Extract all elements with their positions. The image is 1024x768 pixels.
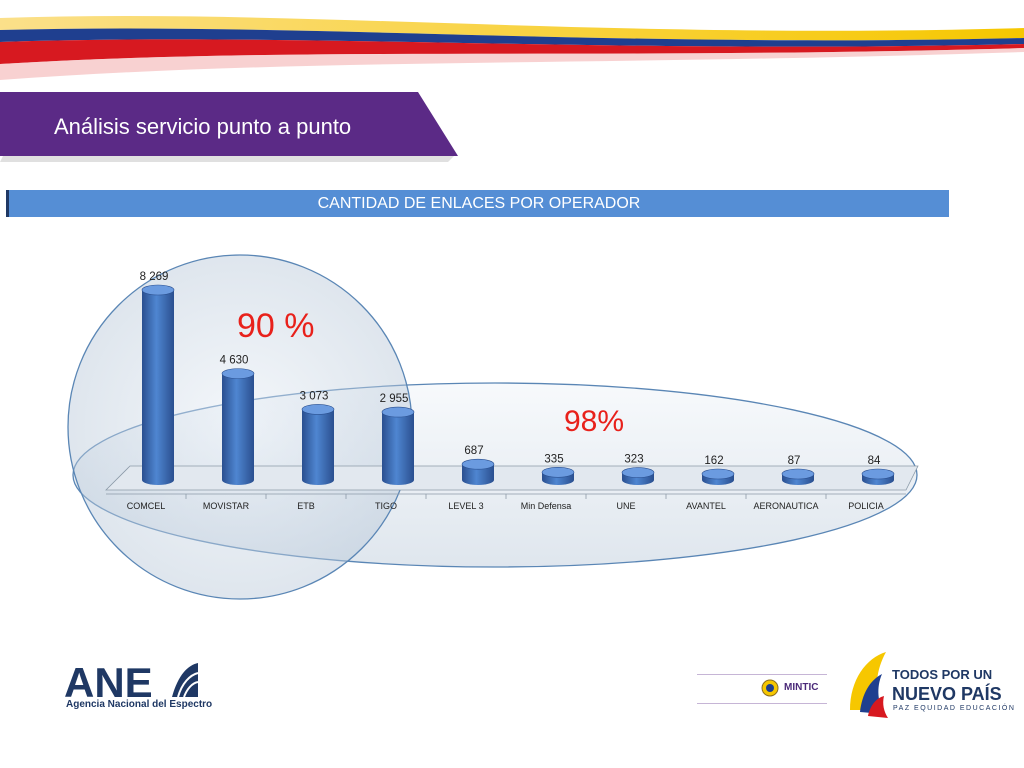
campaign-line1: TODOS POR UN: [892, 667, 993, 682]
nuevo-pais-flag-icon: [850, 652, 888, 718]
bar: [781, 468, 815, 485]
bar: [141, 284, 175, 485]
x-tick-label: LEVEL 3: [448, 501, 483, 511]
slide-title: Análisis servicio punto a punto: [54, 114, 352, 139]
callout-98: 98%: [564, 405, 624, 438]
data-label: 2 955: [380, 393, 409, 405]
x-tick-label: Min Defensa: [521, 501, 572, 511]
data-label: 687: [464, 445, 483, 457]
ane-logo: ANE: [64, 659, 199, 706]
data-label: 335: [544, 453, 563, 465]
title-band-shape: [0, 92, 458, 162]
x-tick-label: MOVISTAR: [203, 501, 250, 511]
bar-chart: 8 269 4 630 3 073 2 955 687 335 323 162 87 84 COM…: [67, 254, 919, 600]
data-label: 162: [704, 455, 723, 467]
bar: [301, 404, 335, 485]
chart-header: CANTIDAD DE ENLACES POR OPERADOR: [6, 190, 949, 217]
data-label: 3 073: [300, 390, 329, 402]
x-tick-label: ETB: [297, 501, 315, 511]
data-label: 87: [788, 455, 801, 467]
flag-stripes-decoration: [0, 16, 1024, 80]
campaign-line3: PAZ EQUIDAD EDUCACIÓN: [893, 705, 1016, 712]
bar: [541, 467, 575, 485]
bar: [381, 406, 415, 485]
data-label: 4 630: [220, 355, 249, 367]
campaign-line2: NUEVO PAÍS: [892, 684, 1002, 704]
bar: [221, 368, 255, 485]
x-tick-label: COMCEL: [127, 501, 166, 511]
x-tick-label: TIGO: [375, 501, 397, 511]
x-tick-label: AERONAUTICA: [753, 501, 818, 511]
ane-subtitle: Agencia Nacional del Espectro: [66, 699, 213, 710]
bar: [461, 458, 495, 485]
data-label: 84: [868, 455, 881, 467]
x-tick-label: UNE: [616, 501, 635, 511]
callout-90: 90 %: [237, 307, 315, 345]
x-tick-label: AVANTEL: [686, 501, 726, 511]
bar: [861, 468, 895, 485]
mintic-logo: MINTIC: [784, 682, 819, 693]
mintic-logo-frame: [697, 674, 827, 704]
bar: [621, 467, 655, 485]
colombia-shield-icon: [761, 679, 779, 697]
data-label: 8 269: [140, 271, 169, 283]
bar: [701, 468, 735, 485]
data-label: 323: [624, 454, 643, 466]
x-tick-label: POLICIA: [848, 501, 884, 511]
svg-text:ANE: ANE: [64, 659, 153, 706]
